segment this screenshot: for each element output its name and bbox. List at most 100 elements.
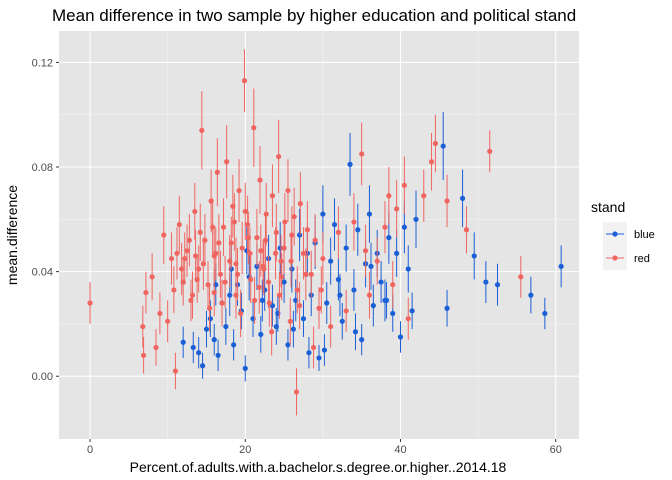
data-point [300,316,307,322]
data-point [87,300,93,306]
data-point [153,344,159,351]
data-point [542,310,548,317]
y-tick-label: 0.08 [32,162,53,174]
x-tick-label: 20 [239,444,251,456]
data-point [214,169,220,175]
data-point [273,229,279,235]
data-point [289,266,295,272]
data-point [263,211,269,217]
data-point [257,177,263,183]
data-point [289,232,295,238]
data-point [287,318,293,324]
data-point [343,245,349,251]
data-point [401,182,407,188]
data-point [199,363,206,369]
data-point [383,297,390,303]
data-point [339,318,345,324]
data-point [370,303,376,309]
data-point [276,292,283,298]
data-point [176,221,182,228]
y-tick-label: 0.00 [32,371,53,383]
data-point [386,235,392,241]
y-tick-label: 0.12 [32,57,53,69]
data-point [215,352,221,358]
data-point [278,258,284,264]
legend-title: stand [591,199,625,215]
data-point [351,219,357,225]
data-point [390,282,396,288]
data-point [316,355,322,361]
data-point [157,310,163,317]
data-marks [87,49,564,416]
data-point [296,303,303,309]
data-point [394,206,400,212]
x-tick-label: 60 [550,444,562,456]
data-point [316,305,322,311]
data-point [228,240,234,246]
data-point [149,274,155,280]
data-point [279,274,285,280]
data-point [196,350,202,356]
data-point [528,292,534,298]
data-point [337,292,343,298]
data-point [397,334,404,340]
data-point [140,352,147,358]
data-point [428,159,435,165]
data-point [251,125,257,131]
data-point [281,279,287,285]
axis-ticks: 0 20 40 60 0.00 0.04 0.08 0.12 [32,57,562,456]
legend: stand blue red [591,199,655,270]
data-point [172,368,179,374]
data-point [421,193,427,199]
data-point [190,344,196,351]
data-point [405,266,411,272]
data-point [179,266,185,272]
data-point [444,305,450,311]
data-point [306,350,312,356]
data-point [362,248,369,254]
data-point [366,211,373,217]
data-point [216,240,222,246]
data-point [359,337,365,343]
series-red [87,49,524,416]
data-point [184,248,190,254]
data-point [182,255,188,262]
data-point [294,287,300,293]
data-point [432,140,439,147]
data-point [297,201,303,207]
data-point [405,316,411,322]
data-point [256,284,262,290]
data-point [238,310,244,317]
data-point [343,308,349,314]
data-point [303,271,309,277]
data-point [328,258,334,264]
data-point [276,153,282,160]
data-point [374,258,380,264]
data-point [245,235,251,241]
data-point [368,263,374,269]
data-point [277,245,283,251]
data-point [401,224,407,230]
x-axis-label: Percent.of.adults.with.a.bachelor.s.degr… [130,459,507,475]
data-point [390,310,396,317]
data-point [459,195,466,201]
data-point [269,329,275,335]
chart-title: Mean difference in two sample by higher … [52,6,576,25]
data-point [231,342,237,348]
data-point [211,337,217,343]
data-point [266,300,272,306]
data-point [171,287,177,293]
data-point [174,250,180,256]
legend-label-blue: blue [634,229,655,241]
data-point [223,323,229,330]
data-point [168,255,175,262]
data-point [366,292,373,298]
data-point [347,161,353,167]
data-point [206,305,213,311]
data-point [224,159,230,165]
data-point [296,232,303,238]
data-point [290,326,296,332]
data-point [463,227,470,233]
data-point [180,339,186,345]
data-point [262,237,269,243]
